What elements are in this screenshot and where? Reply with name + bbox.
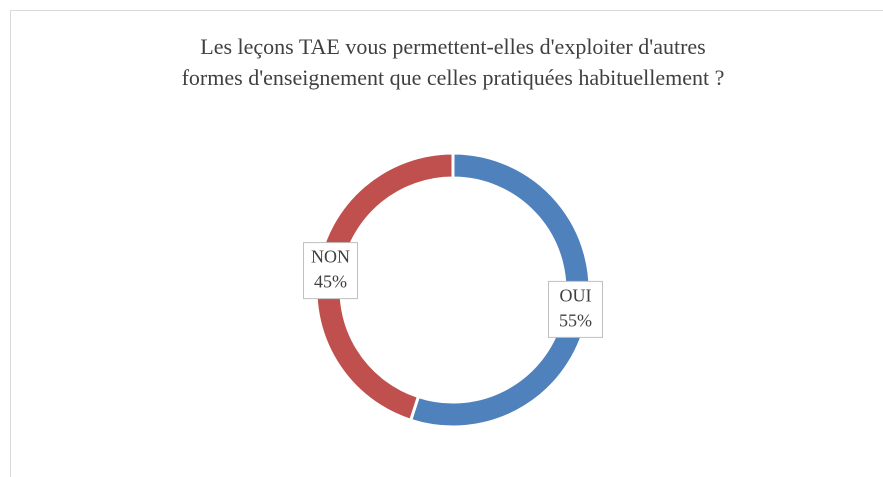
data-label-box <box>303 242 359 300</box>
data-label-category: OUI <box>559 286 591 306</box>
chart-title: formes d'enseignement que celles pratiqu… <box>182 65 725 90</box>
chart-frame <box>10 10 883 477</box>
data-label-category: NON <box>311 247 350 267</box>
data-label-box <box>547 280 603 338</box>
donut-segment <box>314 151 455 423</box>
chart-title: Les leçons TAE vous permettent-elles d'e… <box>200 34 706 59</box>
donut-segment <box>408 151 592 429</box>
data-label-value: 55% <box>559 311 592 331</box>
data-label-value: 45% <box>314 272 347 292</box>
